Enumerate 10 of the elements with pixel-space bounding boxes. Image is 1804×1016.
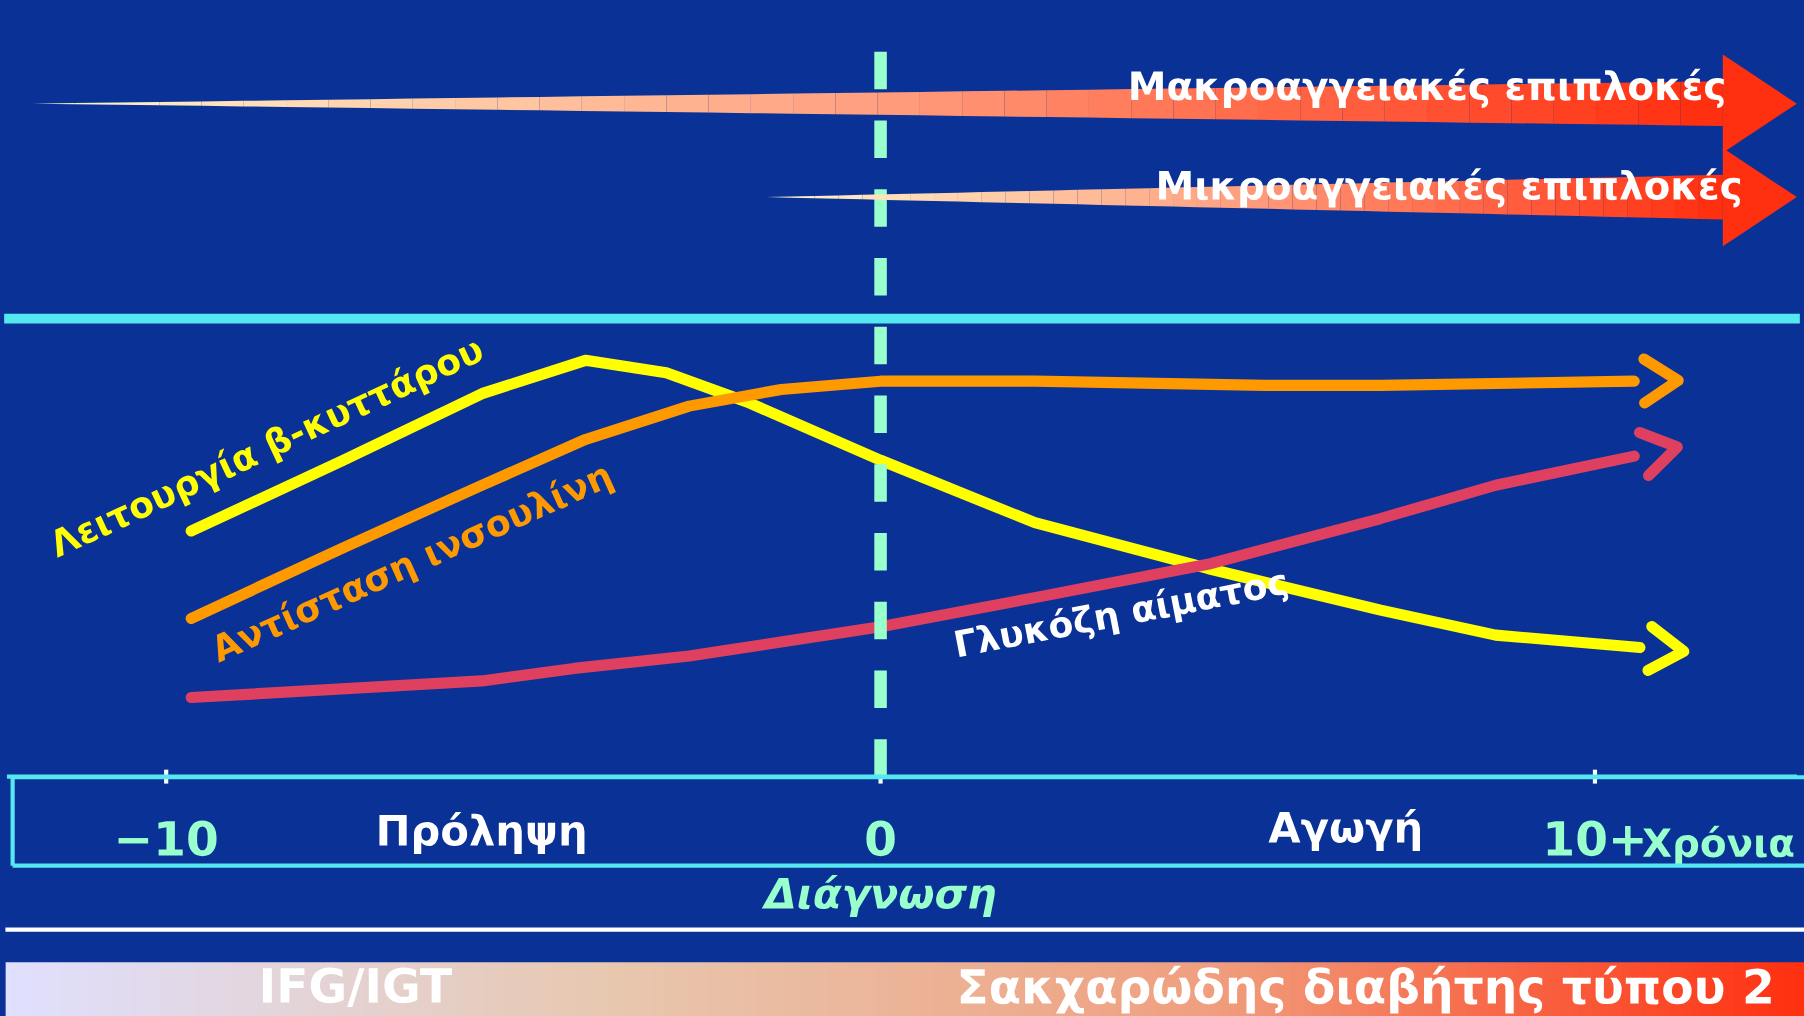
ref-line-label: Διάγνωση [761, 875, 996, 918]
x-tick-label: −10 [118, 820, 217, 857]
text: Πρόληψη [379, 812, 585, 855]
text: Γλυκόζη αίματος [954, 565, 1290, 665]
x-tick-label: 0 [866, 820, 895, 857]
x-axis-title: Χρόνια [1642, 825, 1794, 865]
text: Αγωγή [1268, 809, 1420, 852]
x-tick-label: 10+ [1547, 820, 1643, 857]
text: IFG/IGT [262, 967, 452, 1007]
text: Σακχαρώδης διαβήτης τύπου 2 [960, 965, 1771, 1014]
